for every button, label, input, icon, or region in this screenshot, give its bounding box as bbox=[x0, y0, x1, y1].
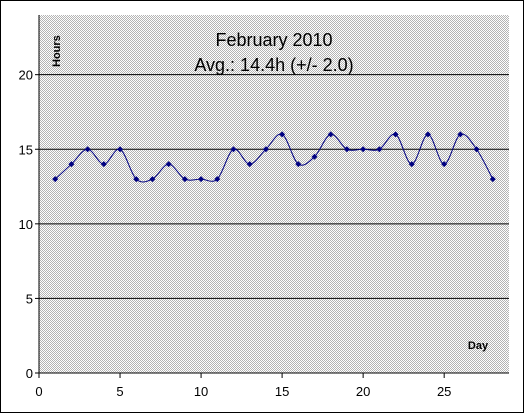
data-point bbox=[327, 131, 334, 138]
data-points bbox=[52, 131, 496, 183]
x-tick-label: 5 bbox=[116, 384, 123, 399]
tick-labels: 0 5 10 15 20 0 5 10 15 20 25 bbox=[19, 68, 452, 399]
data-point bbox=[68, 161, 75, 168]
data-point bbox=[424, 131, 431, 138]
y-tick-label: 10 bbox=[19, 217, 33, 232]
data-point bbox=[473, 146, 480, 153]
x-tick-label: 0 bbox=[35, 384, 42, 399]
x-tick-label: 20 bbox=[356, 384, 370, 399]
y-tick-label: 20 bbox=[19, 68, 33, 83]
axes bbox=[35, 15, 509, 378]
y-tick-label: 5 bbox=[26, 291, 33, 306]
data-point bbox=[198, 176, 205, 183]
x-tick-label: 25 bbox=[437, 384, 451, 399]
data-point bbox=[165, 161, 172, 168]
data-point bbox=[489, 176, 496, 183]
data-point bbox=[360, 146, 367, 153]
data-point bbox=[311, 153, 318, 160]
data-point bbox=[376, 146, 383, 153]
x-tick-label: 10 bbox=[194, 384, 208, 399]
data-point bbox=[84, 146, 91, 153]
data-point bbox=[392, 131, 399, 138]
data-point bbox=[149, 176, 156, 183]
data-point bbox=[52, 176, 59, 183]
y-axis-label: Hours bbox=[51, 35, 63, 67]
data-point bbox=[133, 176, 140, 183]
data-point bbox=[230, 146, 237, 153]
data-point bbox=[262, 146, 269, 153]
data-point bbox=[246, 161, 253, 168]
data-point bbox=[343, 146, 350, 153]
chart-subtitle: Avg.: 14.4h (+/- 2.0) bbox=[194, 55, 353, 75]
chart-title: February 2010 bbox=[215, 30, 332, 50]
data-point bbox=[214, 176, 221, 183]
x-tick-label: 15 bbox=[275, 384, 289, 399]
y-tick-label: 15 bbox=[19, 142, 33, 157]
data-point bbox=[441, 161, 448, 168]
data-point bbox=[279, 131, 286, 138]
data-point bbox=[181, 176, 188, 183]
data-point bbox=[117, 146, 124, 153]
data-point bbox=[100, 161, 107, 168]
series-line bbox=[54, 133, 494, 183]
data-point bbox=[408, 161, 415, 168]
data-point bbox=[295, 161, 302, 168]
y-tick-label: 0 bbox=[26, 366, 33, 381]
x-axis-label: Day bbox=[468, 340, 489, 352]
data-point bbox=[457, 131, 464, 138]
